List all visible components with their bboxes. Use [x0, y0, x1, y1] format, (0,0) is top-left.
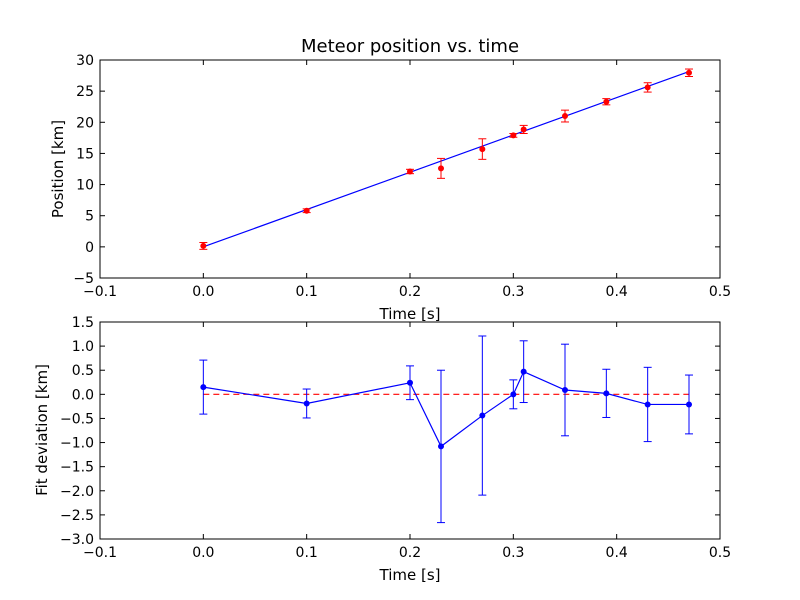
top-y-tick-label: 20 [76, 115, 94, 131]
top-data-point [562, 113, 568, 120]
top-data-point [510, 132, 517, 139]
top-x-tick-label: 0.3 [502, 284, 524, 300]
bottom-plot-area: −0.1 0.0 0.1 0.2 0.3 0.4 0.5 −3.0 −2.5 −2.0 −1.5 −1… [60, 315, 731, 561]
bottom-y-tick-label: −3.0 [60, 532, 94, 548]
bottom-axes-frame [99, 321, 721, 540]
bottom-x-tick-label: −0.1 [83, 545, 117, 561]
bottom-data-point [510, 391, 517, 398]
bottom-x-tick-label: 0.4 [606, 545, 628, 561]
top-data-point [479, 146, 486, 153]
top-data-point [438, 165, 444, 172]
bottom-y-tick-label: 1.5 [72, 315, 94, 331]
top-data-point [200, 242, 207, 249]
top-fit-line [203, 70, 690, 248]
bottom-x-tick-label: 0.2 [399, 545, 421, 561]
top-y-tick-label: −5 [73, 271, 94, 287]
top-y-tick-label: 5 [85, 209, 94, 225]
top-chart-title: Meteor position vs. time [301, 36, 519, 57]
bottom-data-point [520, 368, 527, 375]
bottom-y-tick-label: 1.0 [72, 339, 94, 355]
top-data-point [520, 126, 527, 133]
bottom-y-tick-label: 0.5 [72, 363, 94, 379]
top-x-tick-label: 0.2 [399, 284, 421, 300]
bottom-y-tick-label: −2.5 [60, 508, 94, 524]
bottom-y-tick-label: −1.5 [60, 460, 94, 476]
bottom-y-tick-label: 0.0 [72, 387, 94, 403]
top-y-tick-label: 30 [76, 53, 94, 69]
bottom-data-point [407, 379, 413, 386]
bottom-data-point [603, 390, 610, 397]
top-data-point [303, 207, 310, 214]
top-y-axis-label: Position [km] [49, 120, 67, 218]
bottom-y-axis-label: Fit deviation [km] [33, 364, 51, 496]
bottom-x-tick-label: 0.3 [502, 545, 524, 561]
top-data-point [407, 168, 413, 175]
top-y-tick-label: 25 [76, 84, 94, 100]
bottom-x-tick-label: 0.1 [296, 545, 318, 561]
top-x-tick-label: 0.1 [296, 284, 318, 300]
top-data-point [644, 84, 651, 91]
bottom-data-point [200, 384, 207, 391]
top-y-tick-label: 15 [76, 146, 94, 162]
top-data-point [686, 69, 692, 76]
bottom-data-point [438, 443, 444, 450]
bottom-residual-line [203, 370, 689, 448]
bottom-x-tick-label: 0.0 [192, 545, 214, 561]
top-x-tick-label: 0.5 [709, 284, 731, 300]
top-x-axis-label: Time [s] [379, 305, 441, 323]
bottom-y-tick-label: −2.0 [60, 484, 94, 500]
bottom-y-tick-label: −0.5 [60, 411, 94, 427]
bottom-data-point [644, 401, 651, 408]
bottom-data-point [686, 401, 692, 408]
top-x-tick-label: −0.1 [83, 284, 117, 300]
bottom-data-point [303, 400, 310, 407]
bottom-x-axis-label: Time [s] [379, 566, 441, 584]
top-y-tick-label: 10 [76, 178, 94, 194]
bottom-y-tick-label: −1.0 [60, 436, 94, 452]
bottom-data-point [562, 386, 568, 393]
top-x-tick-label: 0.0 [192, 284, 214, 300]
bottom-x-tick-label: 0.5 [709, 545, 731, 561]
bottom-data-point [479, 412, 486, 419]
top-y-tick-label: 0 [85, 240, 94, 256]
top-x-tick-label: 0.4 [606, 284, 628, 300]
top-plot-area: −0.1 0.0 0.1 0.2 0.3 0.4 0.5 −5 0 5 10 15 20 25 30 [73, 53, 731, 300]
top-data-point [603, 98, 610, 105]
